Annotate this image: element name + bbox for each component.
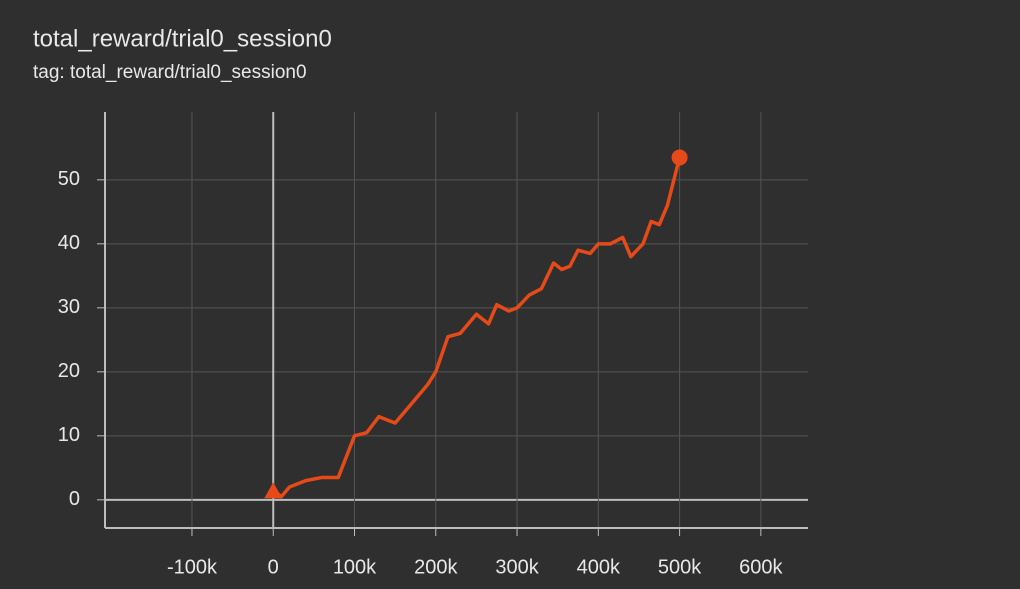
x-tick-label: 200k [414,556,458,578]
y-tick-label: 50 [58,168,80,190]
y-tick-label: 10 [58,424,80,446]
y-tick-label: 30 [58,296,80,318]
x-tick-label: 0 [268,556,279,578]
chart-subtitle: tag: total_reward/trial0_session0 [33,62,307,83]
x-tick-label: -100k [167,556,218,578]
y-tick-label: 40 [58,232,80,254]
end-marker [671,149,688,166]
x-tick-label: 400k [577,556,621,578]
data-line [272,157,682,499]
x-tick-label: 300k [495,556,539,578]
y-tick-label: 20 [58,360,80,382]
x-tick-label: 600k [739,556,783,578]
y-tick-label: 0 [69,488,80,510]
chart-title: total_reward/trial0_session0 [33,25,332,52]
x-tick-label: 500k [658,556,702,578]
start-marker [264,482,283,499]
x-tick-label: 100k [333,556,377,578]
